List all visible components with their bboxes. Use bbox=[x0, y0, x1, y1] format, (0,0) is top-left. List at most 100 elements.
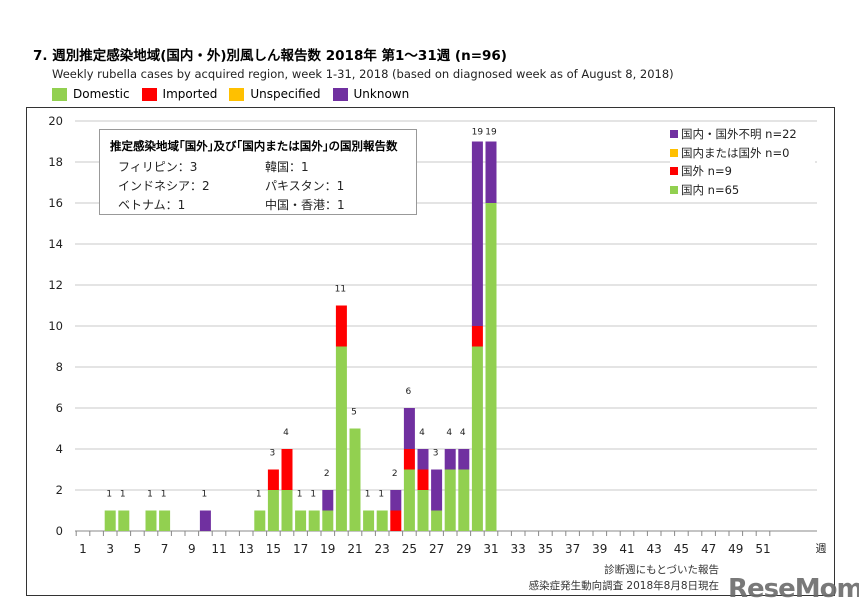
data-label: 19 bbox=[472, 128, 484, 138]
y-tick-label: 6 bbox=[56, 401, 63, 415]
y-tick-label: 12 bbox=[48, 278, 63, 292]
data-label: 4 bbox=[419, 428, 425, 438]
bar-segment bbox=[403, 469, 415, 531]
x-tick-label: 29 bbox=[456, 542, 471, 556]
x-tick-label: 13 bbox=[239, 542, 254, 556]
x-tick-label: 17 bbox=[293, 542, 308, 556]
bar-segment bbox=[295, 510, 307, 531]
bar-segment bbox=[431, 510, 443, 531]
legend-imported: Imported bbox=[141, 87, 218, 101]
data-label: 3 bbox=[433, 449, 439, 459]
y-tick-label: 4 bbox=[56, 442, 63, 456]
y-tick-label: 16 bbox=[48, 196, 63, 210]
x-tick-label: 15 bbox=[266, 542, 281, 556]
x-tick-label: 37 bbox=[565, 542, 580, 556]
legend-label: 国外 n=9 bbox=[681, 164, 732, 179]
data-label: 4 bbox=[446, 428, 452, 438]
bar-segment bbox=[417, 490, 429, 531]
x-tick-label: 31 bbox=[483, 542, 498, 556]
bar-segment bbox=[390, 510, 402, 531]
legend-item-unknown: 国内・国外不明 n=22 bbox=[670, 125, 815, 144]
bar-segment bbox=[267, 490, 279, 531]
footnote-basis: 診断週にもとづいた報告 bbox=[604, 564, 719, 576]
x-tick-label: 51 bbox=[755, 542, 770, 556]
country-item: フィリピン：3 bbox=[118, 160, 198, 174]
bar-segment bbox=[444, 449, 456, 470]
data-label: 1 bbox=[297, 490, 303, 500]
legend-label: 国内 n=65 bbox=[681, 182, 740, 197]
bar-segment bbox=[281, 449, 293, 490]
data-label: 3 bbox=[270, 449, 276, 459]
y-tick-label: 10 bbox=[48, 319, 63, 333]
chart-frame bbox=[26, 107, 835, 596]
x-tick-label: 3 bbox=[106, 542, 114, 556]
x-tick-label: 11 bbox=[211, 542, 226, 556]
data-label: 6 bbox=[406, 387, 412, 397]
data-label: 1 bbox=[161, 490, 167, 500]
x-tick-label: 33 bbox=[511, 542, 526, 556]
legend-swatch bbox=[332, 87, 348, 101]
legend-unspecified: Unspecified bbox=[229, 87, 321, 101]
top-legend: Domestic Imported Unspecified Unknown bbox=[52, 87, 409, 101]
country-breakdown-box: 推定感染地域｢国外｣及び｢国内または国外｣の国別報告数 フィリピン：3 インドネ… bbox=[99, 129, 417, 215]
legend-domestic: Domestic bbox=[52, 87, 130, 101]
legend-swatch bbox=[670, 148, 678, 157]
bar-segment bbox=[417, 449, 429, 470]
bar-segment bbox=[118, 510, 130, 531]
legend-swatch bbox=[141, 87, 157, 101]
data-label: 1 bbox=[310, 490, 316, 500]
bar-segment bbox=[485, 203, 497, 531]
legend-item-unspecified: 国内または国外 n=0 bbox=[670, 144, 815, 163]
bar-segment bbox=[322, 510, 334, 531]
y-tick-label: 18 bbox=[48, 155, 63, 169]
y-tick-label: 0 bbox=[56, 524, 63, 538]
bar-segment bbox=[390, 490, 402, 511]
bar-segment bbox=[322, 490, 334, 511]
country-box-title: 推定感染地域｢国外｣及び｢国内または国外｣の国別報告数 bbox=[110, 139, 398, 153]
data-label: 1 bbox=[378, 490, 384, 500]
legend-label: Unknown bbox=[353, 87, 410, 101]
legend-label: Imported bbox=[162, 87, 218, 101]
bar-segment bbox=[417, 469, 429, 490]
data-label: 1 bbox=[256, 490, 262, 500]
page-title: 7. 週別推定感染地域(国内・外)別風しん報告数 2018年 第1～31週 (n… bbox=[33, 48, 507, 64]
country-item: 韓国：1 bbox=[265, 160, 309, 174]
data-label: 19 bbox=[485, 128, 497, 138]
bar-segment bbox=[335, 346, 347, 531]
y-tick-label: 2 bbox=[56, 483, 63, 497]
data-label: 1 bbox=[120, 490, 126, 500]
x-tick-label: 49 bbox=[728, 542, 743, 556]
bar-segment bbox=[363, 510, 375, 531]
data-label: 2 bbox=[392, 469, 398, 479]
x-tick-label: 43 bbox=[647, 542, 662, 556]
x-tick-label: 45 bbox=[674, 542, 689, 556]
x-tick-label: 39 bbox=[592, 542, 607, 556]
y-tick-label: 20 bbox=[48, 114, 63, 128]
bar-segment bbox=[471, 346, 483, 531]
bar-segment bbox=[471, 141, 483, 326]
resemom-logo: ReseMom bbox=[728, 574, 859, 604]
data-label: 2 bbox=[324, 469, 330, 479]
x-tick-label: 21 bbox=[347, 542, 362, 556]
x-tick-label: 41 bbox=[619, 542, 634, 556]
x-tick-label: 23 bbox=[375, 542, 390, 556]
data-label: 4 bbox=[460, 428, 466, 438]
x-tick-label: 9 bbox=[188, 542, 196, 556]
legend-swatch bbox=[670, 167, 678, 176]
bar-segment bbox=[267, 469, 279, 490]
country-item: パキスタン：1 bbox=[265, 179, 345, 193]
bar-segment bbox=[104, 510, 116, 531]
data-label: 1 bbox=[202, 490, 208, 500]
x-tick-label: 25 bbox=[402, 542, 417, 556]
x-tick-label: 35 bbox=[538, 542, 553, 556]
bar-segment bbox=[471, 326, 483, 347]
bar-segment bbox=[458, 469, 470, 531]
legend-item-imported: 国外 n=9 bbox=[670, 162, 815, 181]
bar-segment bbox=[281, 490, 293, 531]
bar-segment bbox=[145, 510, 157, 531]
data-label: 11 bbox=[335, 285, 346, 295]
legend-label: Unspecified bbox=[250, 87, 321, 101]
page-subtitle: Weekly rubella cases by acquired region,… bbox=[52, 67, 674, 81]
x-tick-label: 19 bbox=[320, 542, 335, 556]
